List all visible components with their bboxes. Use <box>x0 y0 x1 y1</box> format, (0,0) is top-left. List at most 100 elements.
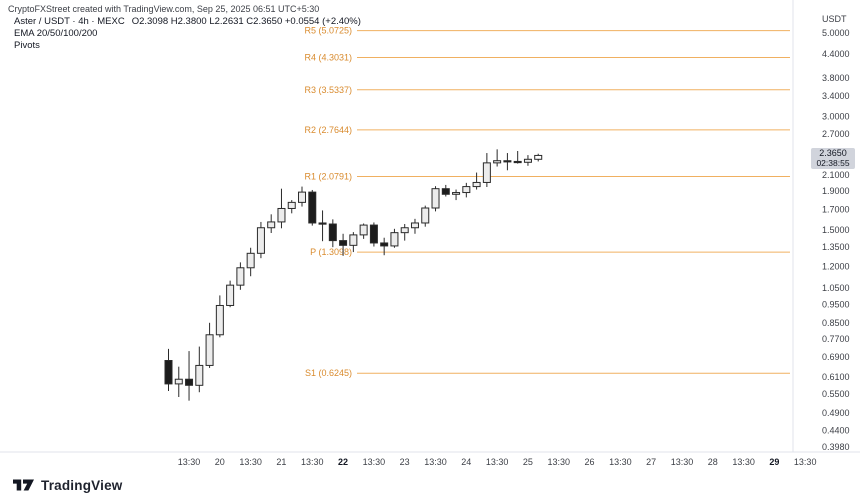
currency-label: USDT <box>822 14 847 24</box>
ema-indicator-label[interactable]: EMA 20/50/100/200 <box>14 28 98 39</box>
price-tick: 0.4900 <box>822 408 850 418</box>
time-tick: 13:30 <box>671 457 694 467</box>
candle <box>421 205 430 227</box>
price-tick: 3.8000 <box>822 73 850 83</box>
candle-body <box>174 378 183 385</box>
candle <box>503 153 512 171</box>
price-tick: 0.6100 <box>822 372 850 382</box>
price-tick: 1.5000 <box>822 225 850 235</box>
candle <box>339 233 348 256</box>
time-tick: 24 <box>461 457 471 467</box>
candle <box>452 189 461 201</box>
symbol-title[interactable]: Aster / USDT · 4h · MEXC <box>14 16 125 27</box>
time-tick: 13:30 <box>609 457 632 467</box>
candle-body <box>236 267 245 286</box>
time-tick: 21 <box>276 457 286 467</box>
candle-body <box>452 192 461 195</box>
candle-body <box>287 201 296 209</box>
time-tick: 28 <box>708 457 718 467</box>
candle <box>534 153 543 162</box>
price-tick: 0.9500 <box>822 300 850 310</box>
price-tick: 3.0000 <box>822 112 850 122</box>
time-tick: 26 <box>585 457 595 467</box>
candle-body <box>472 181 481 188</box>
candle <box>205 322 214 368</box>
candle-body <box>256 227 265 254</box>
price-tick: 1.2000 <box>822 261 850 271</box>
candle-body <box>503 160 512 163</box>
candle-body <box>513 160 522 164</box>
time-tick: 13:30 <box>424 457 447 467</box>
candle-body <box>431 188 440 209</box>
candle <box>308 189 317 226</box>
price-tick: 0.3980 <box>822 442 850 452</box>
pivot-levels: R5 (5.0725) R4 (4.3031) R3 (3.5337) R2 (2.7… <box>304 26 790 378</box>
time-tick: 13:30 <box>239 457 262 467</box>
time-tick: 13:30 <box>486 457 509 467</box>
candle <box>431 186 440 212</box>
candle <box>277 188 286 229</box>
candle <box>493 149 502 167</box>
candle <box>369 222 378 247</box>
time-tick: 13:30 <box>301 457 324 467</box>
time-tick-labels: 13:30 20 13:30 21 13:30 22 13:30 23 13:30 24 13:30… <box>178 457 817 467</box>
candle <box>482 153 491 188</box>
candle <box>472 172 481 190</box>
price-tick: 5.0000 <box>822 28 850 38</box>
candle-body <box>462 186 471 194</box>
candle-body <box>195 364 204 386</box>
time-tick: 22 <box>338 457 348 467</box>
candle <box>328 219 337 248</box>
price-tick: 1.0500 <box>822 283 850 293</box>
price-tick: 0.6900 <box>822 352 850 362</box>
candle-body <box>185 378 194 386</box>
candle-body <box>164 360 173 385</box>
price-tick: 3.4000 <box>822 91 850 101</box>
price-tick: 1.7000 <box>822 204 850 214</box>
candle-body <box>308 191 317 224</box>
candle-body <box>328 223 337 242</box>
candle <box>380 237 389 256</box>
pivot-label-r2: R2 (2.7644) <box>304 125 352 135</box>
bar-countdown: 02:38:55 <box>816 158 850 168</box>
candle <box>195 346 204 393</box>
time-tick: 29 <box>769 457 779 467</box>
candle <box>215 295 224 338</box>
price-tick-labels: 5.0000 4.4000 3.8000 3.4000 3.0000 2.7000 2.10… <box>822 28 850 452</box>
time-tick: 13:30 <box>794 457 817 467</box>
candle-body <box>349 234 358 246</box>
pivot-label-r3: R3 (3.5337) <box>304 85 352 95</box>
candle-body <box>380 242 389 247</box>
candle-body <box>523 158 532 163</box>
candle <box>267 214 276 233</box>
candle-body <box>390 232 399 247</box>
candle <box>287 200 296 214</box>
price-tick: 0.7700 <box>822 334 850 344</box>
candle <box>441 184 450 197</box>
last-price-value: 2.3650 <box>819 148 847 158</box>
candle-body <box>246 252 255 269</box>
footer-logo-area: TradingView <box>12 477 122 493</box>
pivot-label-r5: R5 (5.0725) <box>304 26 352 36</box>
time-tick: 13:30 <box>732 457 755 467</box>
price-tick: 2.7000 <box>822 129 850 139</box>
candle-body <box>277 207 286 223</box>
attribution-text: CryptoFXStreet created with TradingView.… <box>8 4 320 14</box>
pivot-label-s1: S1 (0.6245) <box>305 368 352 378</box>
time-tick: 13:30 <box>178 457 201 467</box>
candle <box>164 348 173 392</box>
candle-body <box>318 222 327 225</box>
candle-body <box>421 207 430 224</box>
price-tick: 4.4000 <box>822 49 850 59</box>
candlestick-series <box>164 149 543 401</box>
candle-body <box>400 227 409 234</box>
time-tick: 25 <box>523 457 533 467</box>
tradingview-logo-icon[interactable] <box>12 477 35 493</box>
pivots-indicator-label[interactable]: Pivots <box>14 40 40 51</box>
candle <box>349 232 358 253</box>
tradingview-logo-text[interactable]: TradingView <box>41 477 123 493</box>
candle-body <box>534 154 543 160</box>
pivot-label-p: P (1.3098) <box>310 247 352 257</box>
